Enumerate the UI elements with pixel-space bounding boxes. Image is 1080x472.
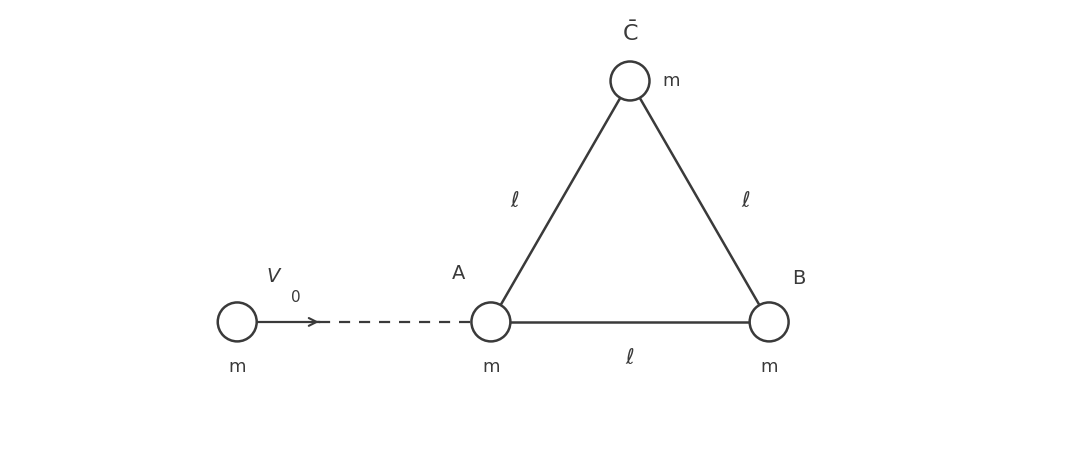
Text: V: V — [267, 267, 280, 286]
Text: m: m — [229, 358, 246, 376]
Circle shape — [610, 61, 649, 101]
Text: ℓ: ℓ — [625, 348, 634, 368]
Text: A: A — [451, 264, 464, 283]
Circle shape — [472, 303, 511, 341]
Text: m: m — [760, 358, 778, 376]
Text: 0: 0 — [292, 290, 301, 305]
Circle shape — [750, 303, 788, 341]
Text: $\bar{\mathrm{C}}$: $\bar{\mathrm{C}}$ — [622, 21, 638, 45]
Circle shape — [218, 303, 257, 341]
Text: B: B — [792, 269, 806, 288]
Text: ℓ: ℓ — [511, 192, 519, 211]
Text: m: m — [663, 72, 680, 90]
Text: ℓ: ℓ — [741, 192, 750, 211]
Text: m: m — [482, 358, 500, 376]
